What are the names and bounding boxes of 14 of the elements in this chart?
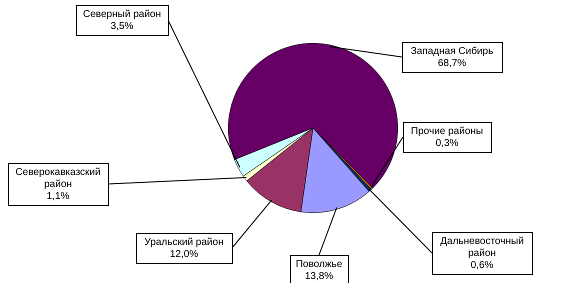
slice-label: Поволжье xyxy=(296,258,343,270)
data-label: 3,5% xyxy=(110,20,134,32)
slice-label: Дальневосточный район xyxy=(440,236,524,259)
data-label: 12,0% xyxy=(170,248,198,260)
slice-label: Северный район xyxy=(83,8,161,20)
slice-label: Западная Сибирь xyxy=(410,46,494,57)
slice-label: Северокавказский район xyxy=(15,166,101,190)
slice-label: Прочие районы xyxy=(410,126,484,137)
slice-label: Уральский район xyxy=(144,236,224,248)
data-label: 0,6% xyxy=(470,260,494,271)
data-label: 0,3% xyxy=(436,138,459,149)
data-label: 1,1% xyxy=(46,190,70,202)
data-label: 13,8% xyxy=(304,270,334,282)
data-label: 68,7% xyxy=(438,58,466,69)
